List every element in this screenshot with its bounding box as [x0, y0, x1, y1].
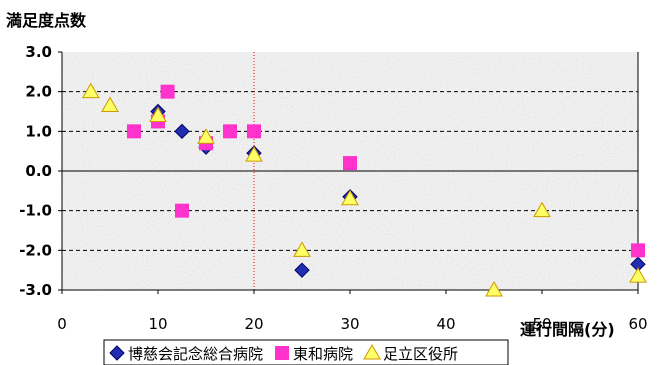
- legend-marker-1: [109, 345, 125, 361]
- point-series-2: [175, 203, 189, 218]
- legend-marker-2: [275, 346, 290, 360]
- point-series-3: [245, 146, 263, 162]
- x-tick-label: 10: [148, 315, 167, 333]
- point-series-2: [127, 124, 141, 139]
- point-series-3: [293, 241, 311, 257]
- point-series-1: [294, 262, 310, 278]
- point-series-2: [223, 124, 237, 139]
- x-tick-label: 60: [628, 315, 647, 333]
- data-points: [81, 82, 647, 297]
- y-axis-title: 満足度点数: [6, 11, 87, 30]
- point-series-3: [101, 96, 119, 113]
- x-tick-label: 20: [244, 315, 263, 333]
- point-series-3: [81, 82, 100, 99]
- y-tick-label: 1.0: [25, 122, 52, 140]
- y-tick-label: 0.0: [25, 162, 52, 180]
- tick-labels: 3.0 2.0 1.0 0.0 -1.0 -2.0 -3.0 0 10 20 30 40 50 60: [19, 43, 647, 333]
- point-series-3: [485, 280, 503, 297]
- x-axis-title: 運行間隔(分): [520, 320, 615, 339]
- y-tick-label: 3.0: [25, 43, 52, 61]
- x-tick-label: 50: [532, 315, 551, 333]
- legend-label-2: 東和病院: [293, 345, 353, 363]
- legend: 博慈会記念総合病院 東和病院 足立区役所: [103, 339, 509, 365]
- legend-label-1: 博慈会記念総合病院: [128, 345, 263, 363]
- legend-marker-3: [363, 343, 381, 360]
- y-tick-label: -2.0: [19, 241, 52, 259]
- gridlines: [62, 52, 638, 290]
- point-series-3: [629, 267, 647, 283]
- point-series-1: [174, 123, 190, 140]
- legend-label-3: 足立区役所: [383, 345, 458, 363]
- point-series-3: [149, 106, 167, 122]
- legend-box: [103, 339, 509, 365]
- y-tick-label: -1.0: [19, 202, 52, 220]
- point-series-3: [341, 189, 359, 206]
- x-tick-label: 0: [57, 315, 67, 333]
- y-tick-label: -3.0: [19, 281, 52, 299]
- point-series-3: [533, 201, 551, 218]
- point-series-2: [160, 84, 175, 99]
- point-series-3: [197, 128, 215, 144]
- y-tick-label: 2.0: [25, 83, 52, 101]
- point-series-2: [247, 124, 261, 139]
- x-tick-label: 40: [436, 315, 455, 333]
- point-series-2: [343, 156, 357, 171]
- point-series-2: [631, 243, 645, 258]
- x-tick-label: 30: [340, 315, 359, 333]
